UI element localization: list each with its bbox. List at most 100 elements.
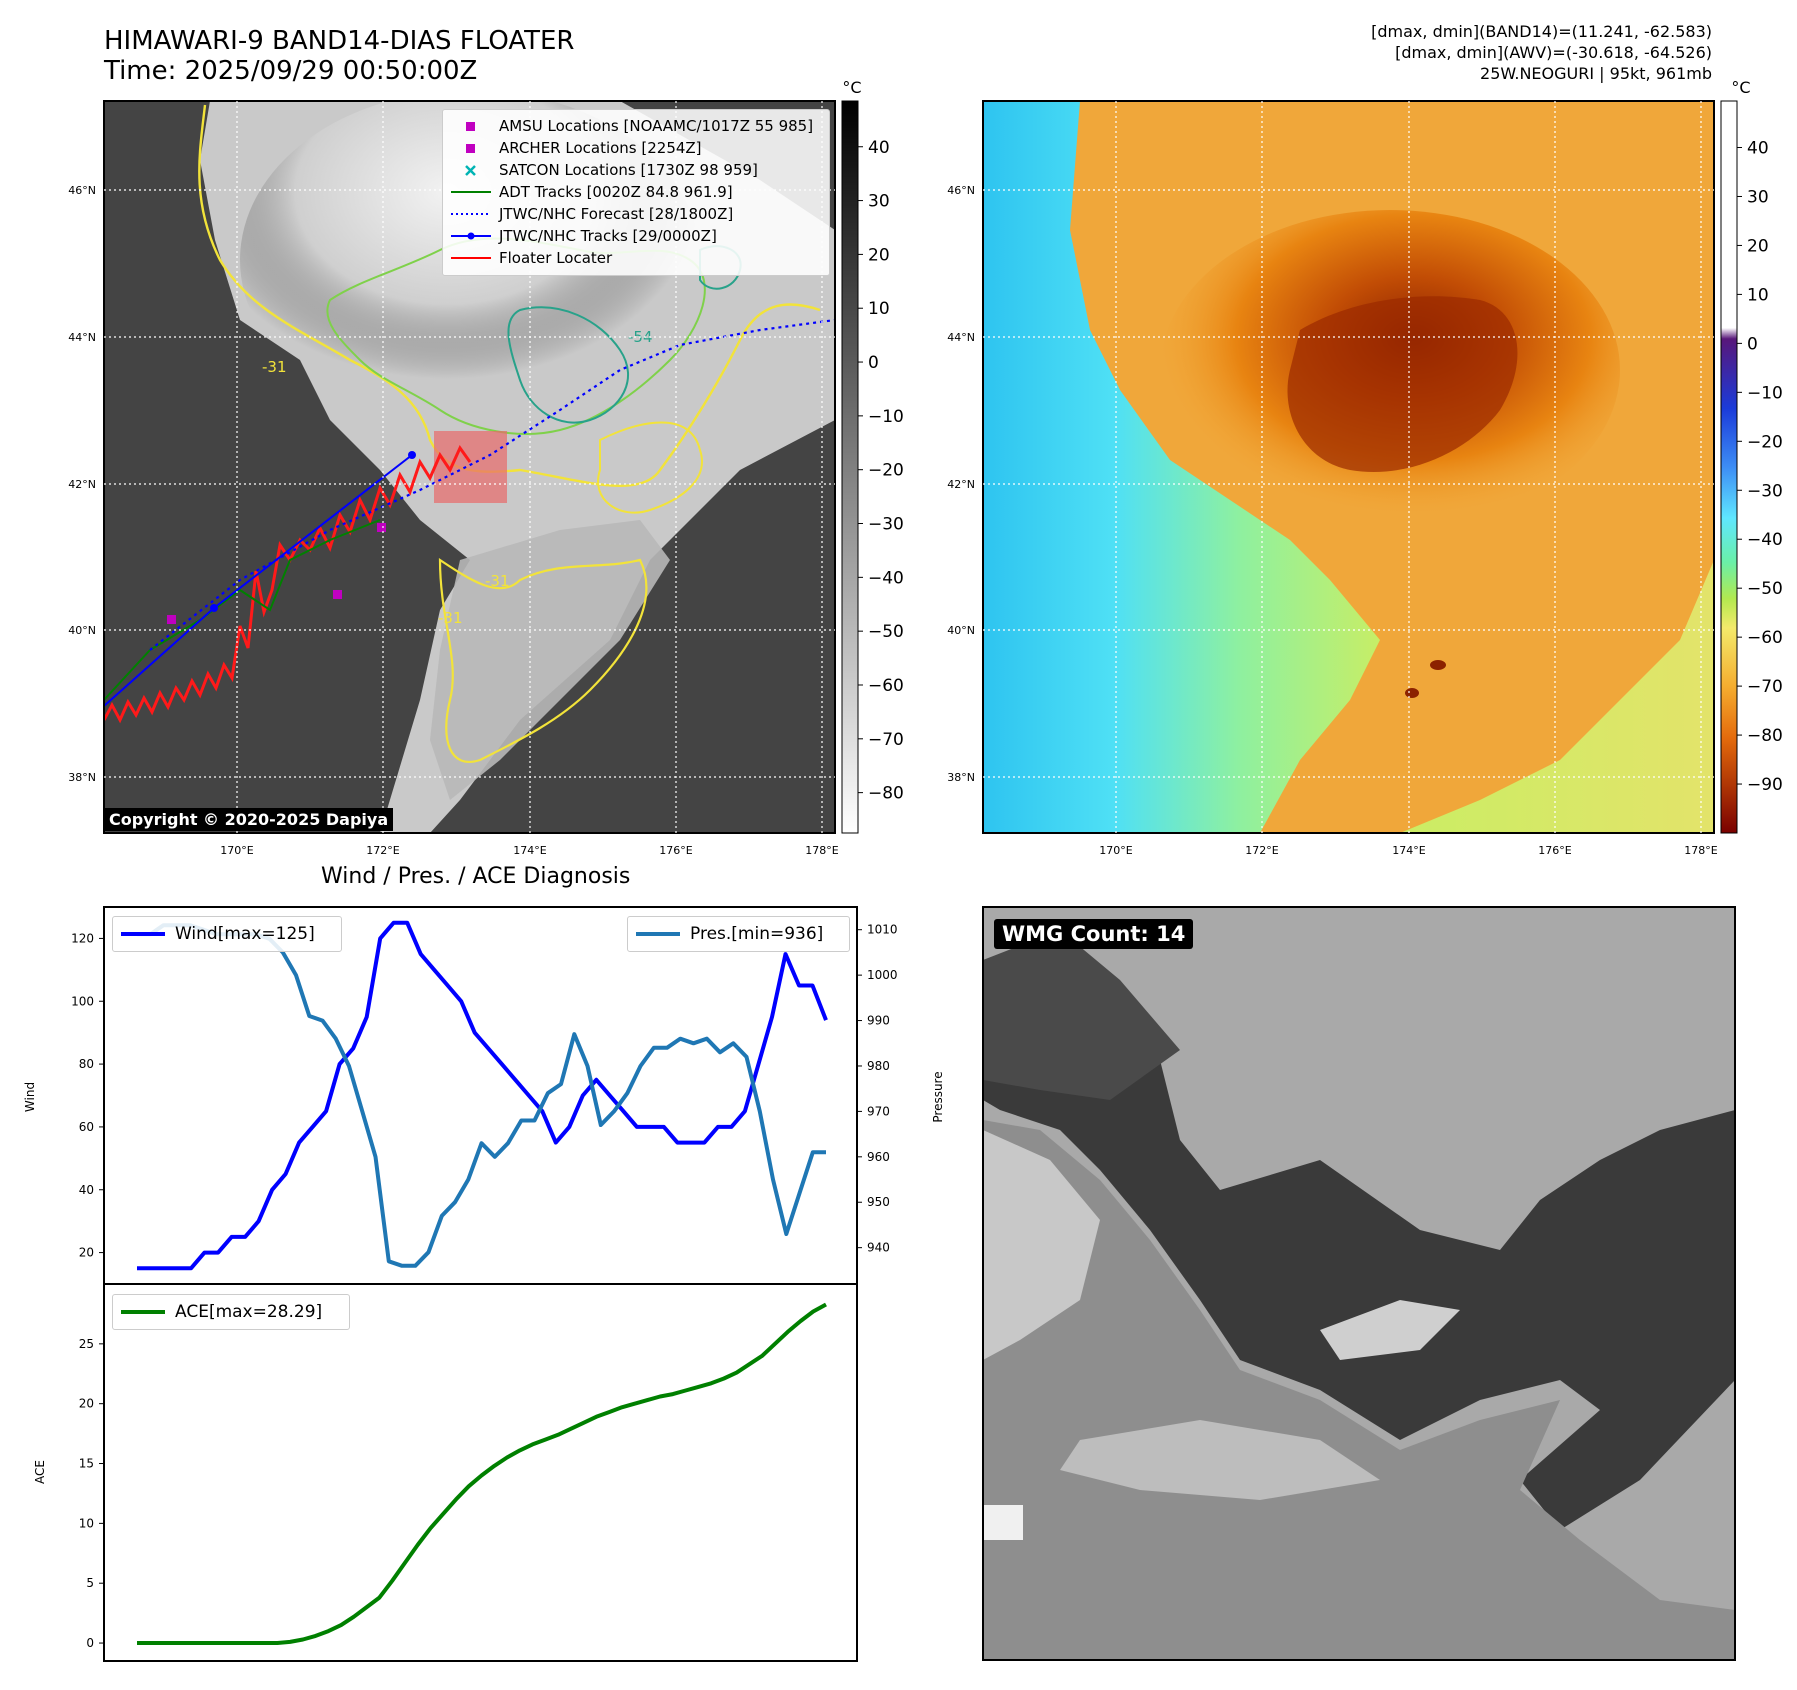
- y-tick-label: 10: [79, 1516, 94, 1530]
- wmg-dark-region: [983, 950, 1735, 1530]
- colorbar-tick-label: −80: [868, 784, 904, 804]
- wmg-dark-band: [983, 930, 1180, 1100]
- ace-legend: ACE[max=28.29]: [112, 1294, 350, 1330]
- colorbar-tick-label: −20: [868, 461, 904, 481]
- legend-item: JTWC/NHC Tracks [29/0000Z]: [449, 226, 819, 246]
- lon-label: 178°E: [1684, 844, 1717, 857]
- colorbar-tick-label: −50: [868, 622, 904, 642]
- legend-item-label: JTWC/NHC Tracks [29/0000Z]: [499, 227, 717, 245]
- colorbar-tick-label: −70: [868, 730, 904, 750]
- floater-locater-track: [104, 445, 472, 724]
- colorbar-tick-label: −30: [1747, 481, 1783, 501]
- lat-label: 40°N: [947, 624, 975, 637]
- colorbar-tick-label: −80: [1747, 726, 1783, 746]
- y-tick-label: 1010: [867, 923, 898, 937]
- floater-box: [434, 431, 507, 503]
- legend-item: ARCHER Locations [2254Z]: [449, 138, 819, 158]
- awv-cold-core: [1287, 296, 1518, 472]
- lon-label: 178°E: [805, 844, 838, 857]
- storm-info: 25W.NEOGURI | 95kt, 961mb: [1480, 64, 1712, 83]
- y-tick-label: 20: [79, 1246, 94, 1260]
- colorbar-tick-label: 40: [1747, 139, 1769, 159]
- lat-label: 38°N: [68, 771, 96, 784]
- pressure-legend-label: Pres.[min=936]: [690, 924, 824, 944]
- legend-marker: [466, 144, 475, 153]
- legend-item: ADT Tracks [0020Z 84.8 961.9]: [449, 182, 819, 202]
- diagnosis-title: Wind / Pres. / ACE Diagnosis: [321, 864, 631, 889]
- y-tick-label: 100: [71, 994, 94, 1008]
- colorbar-tick-label: −60: [868, 676, 904, 696]
- y-tick-label: 960: [867, 1150, 890, 1164]
- awv-map-panel: [982, 100, 1715, 834]
- adt-track: [104, 519, 381, 701]
- colorbar-tick-label: 30: [868, 192, 890, 212]
- legend-item: SATCON Locations [1730Z 98 959]: [449, 160, 819, 180]
- lon-label: 174°E: [513, 844, 546, 857]
- colorbar-tick-label: −10: [868, 407, 904, 427]
- lon-label: 176°E: [1538, 844, 1571, 857]
- y-tick-label: 15: [79, 1457, 94, 1471]
- archer-location: [377, 523, 386, 532]
- legend-item-label: ADT Tracks [0020Z 84.8 961.9]: [499, 183, 733, 201]
- legend-item-label: Floater Locater: [499, 249, 613, 267]
- wind-series-line: [137, 920, 828, 1271]
- info-line-band14: [dmax, dmin](BAND14)=(11.241, -62.583): [1371, 22, 1712, 41]
- contour-label: -31: [438, 609, 463, 627]
- colorbar-tick-label: −50: [1747, 579, 1783, 599]
- wind-axis-label: Wind: [23, 1082, 37, 1112]
- lat-label: 42°N: [947, 478, 975, 491]
- lon-label: 172°E: [366, 844, 399, 857]
- jtwc-track-point: [408, 451, 416, 459]
- y-tick-label: 970: [867, 1104, 890, 1118]
- lat-label: 40°N: [68, 624, 96, 637]
- ace-series-line: [137, 1302, 827, 1645]
- contour-yellow-2: [438, 557, 648, 763]
- lon-label: 176°E: [659, 844, 692, 857]
- lat-label: 42°N: [68, 478, 96, 491]
- amsu-location: [167, 615, 176, 624]
- colorbar-tick-label: 20: [868, 245, 890, 265]
- y-tick-label: 5: [86, 1576, 94, 1590]
- legend-marker: [451, 213, 491, 215]
- legend-item: Floater Locater: [449, 248, 819, 268]
- contour-label: -31: [262, 358, 287, 376]
- ace-chart: 0 5 10 15 20 25 ACE: [33, 1283, 858, 1662]
- colorbar-tick-label: −70: [1747, 677, 1783, 697]
- colorbar-tick-label: −40: [868, 568, 904, 588]
- lat-label: 46°N: [947, 184, 975, 197]
- y-tick-label: 990: [867, 1014, 890, 1028]
- lat-label: 46°N: [68, 184, 96, 197]
- wmg-bright-streaks: [983, 1130, 1100, 1360]
- lat-label: 38°N: [947, 771, 975, 784]
- wind-legend-label: Wind[max=125]: [175, 924, 315, 944]
- wind-pressure-chart: 20 40 60 80 100 120 940 950 960 970 980 990 1000 101…: [23, 906, 945, 1285]
- copyright-label: Copyright © 2020-2025 Dapiya: [104, 808, 394, 831]
- legend-item-label: AMSU Locations [NOAAMC/1017Z 55 985]: [499, 117, 814, 135]
- lon-label: 172°E: [1245, 844, 1278, 857]
- y-tick-label: 80: [79, 1057, 94, 1071]
- y-tick-label: 980: [867, 1059, 890, 1073]
- legend-marker: [451, 191, 491, 193]
- y-tick-label: 1000: [867, 968, 898, 982]
- colorbar-tick-label: −30: [868, 515, 904, 535]
- page-title: HIMAWARI-9 BAND14-DIAS FLOATER: [104, 26, 575, 56]
- colorbar-unit: °C: [1731, 78, 1750, 97]
- colorbar-tick-label: 10: [868, 299, 890, 319]
- legend-item-label: JTWC/NHC Forecast [28/1800Z]: [499, 205, 734, 223]
- wmg-bright-streaks-2: [1320, 1300, 1460, 1360]
- contour-yellow-3: [597, 421, 703, 514]
- legend-item: JTWC/NHC Forecast [28/1800Z]: [449, 204, 819, 224]
- colorbar-tick-label: 0: [1747, 334, 1758, 354]
- ir-colorbar: °C 40 30 20 10 0 −10 −20 −30 −40 −50 −60 −70 −80: [841, 78, 904, 834]
- legend-marker: [451, 232, 491, 240]
- pressure-legend: Pres.[min=936]: [627, 916, 850, 952]
- lon-label: 170°E: [220, 844, 253, 857]
- ir-cloud-band: [430, 520, 670, 800]
- jtwc-track-point: [210, 604, 218, 612]
- wind-legend: Wind[max=125]: [112, 916, 342, 952]
- archer-location: [333, 590, 342, 599]
- wmg-light-region: [983, 1120, 1735, 1660]
- y-tick-label: 950: [867, 1195, 890, 1209]
- y-tick-label: 40: [79, 1183, 94, 1197]
- colorbar-tick-label: 0: [868, 353, 879, 373]
